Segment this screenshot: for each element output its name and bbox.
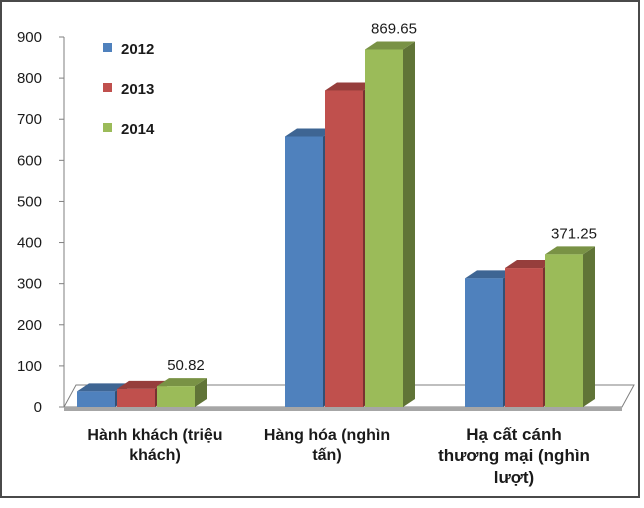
category-label-passengers: Hành khách (triệu khách) bbox=[87, 427, 223, 464]
category-label-cargo: Hàng hóa (nghìn tấn) bbox=[263, 427, 391, 464]
y-tick-label: 600 bbox=[17, 152, 42, 169]
y-tick-label: 900 bbox=[17, 29, 42, 46]
bar-front bbox=[157, 386, 195, 407]
bar-front bbox=[505, 268, 543, 407]
bar-top bbox=[365, 41, 415, 50]
legend-swatch-2014 bbox=[103, 123, 112, 132]
bar-front bbox=[545, 254, 583, 407]
y-tick-label: 0 bbox=[34, 399, 42, 416]
bar-front bbox=[365, 49, 403, 407]
y-tick-label: 100 bbox=[17, 358, 42, 375]
bar-front bbox=[117, 388, 155, 407]
y-tick-label: 500 bbox=[17, 193, 42, 210]
bar-top bbox=[465, 270, 515, 279]
bar-side bbox=[403, 41, 415, 407]
legend-swatch-2012 bbox=[103, 43, 112, 52]
bar-front bbox=[77, 391, 115, 407]
bar-front bbox=[465, 278, 503, 407]
bar-top bbox=[157, 378, 207, 387]
y-tick-label: 700 bbox=[17, 111, 42, 128]
bar-side bbox=[583, 246, 595, 407]
bar-side bbox=[195, 378, 207, 407]
legend-label-2013: 2013 bbox=[121, 81, 154, 98]
y-tick-label: 400 bbox=[17, 235, 42, 252]
bar-2014-1 bbox=[365, 41, 415, 407]
data-label-1: 869.65 bbox=[371, 20, 417, 37]
bar-front bbox=[285, 136, 323, 407]
bar-2014-2 bbox=[545, 246, 595, 407]
y-tick-label: 300 bbox=[17, 276, 42, 293]
bar-2014-0 bbox=[157, 378, 207, 407]
category-label-flights: Hạ cất cánh thương mại (nghìn lượt) bbox=[438, 425, 590, 487]
data-label-0: 50.82 bbox=[167, 357, 205, 374]
bar-top bbox=[77, 383, 127, 392]
y-axis: 0 100 200 300 400 500 600 700 800 900 bbox=[17, 29, 65, 416]
bar-top bbox=[325, 82, 375, 91]
legend-label-2012: 2012 bbox=[121, 41, 154, 58]
bar-top bbox=[117, 380, 167, 389]
floor-edge bbox=[64, 407, 622, 411]
bar-top bbox=[505, 260, 555, 269]
legend-swatch-2013 bbox=[103, 83, 112, 92]
chart-frame: 0 100 200 300 400 500 600 700 800 900 50.82 869.65… bbox=[0, 0, 640, 498]
bars bbox=[77, 41, 595, 407]
data-labels: 50.82 869.65 371.25 bbox=[167, 20, 597, 374]
data-label-2: 371.25 bbox=[551, 225, 597, 242]
bar-top bbox=[545, 246, 595, 255]
bar-top bbox=[285, 128, 335, 137]
bar-front bbox=[325, 90, 363, 407]
y-tick-label: 800 bbox=[17, 70, 42, 87]
y-tick-label: 200 bbox=[17, 317, 42, 334]
legend-label-2014: 2014 bbox=[121, 121, 155, 138]
legend: 2012 2013 2014 bbox=[103, 41, 155, 138]
bar-chart: 0 100 200 300 400 500 600 700 800 900 50.82 869.65… bbox=[17, 20, 635, 416]
